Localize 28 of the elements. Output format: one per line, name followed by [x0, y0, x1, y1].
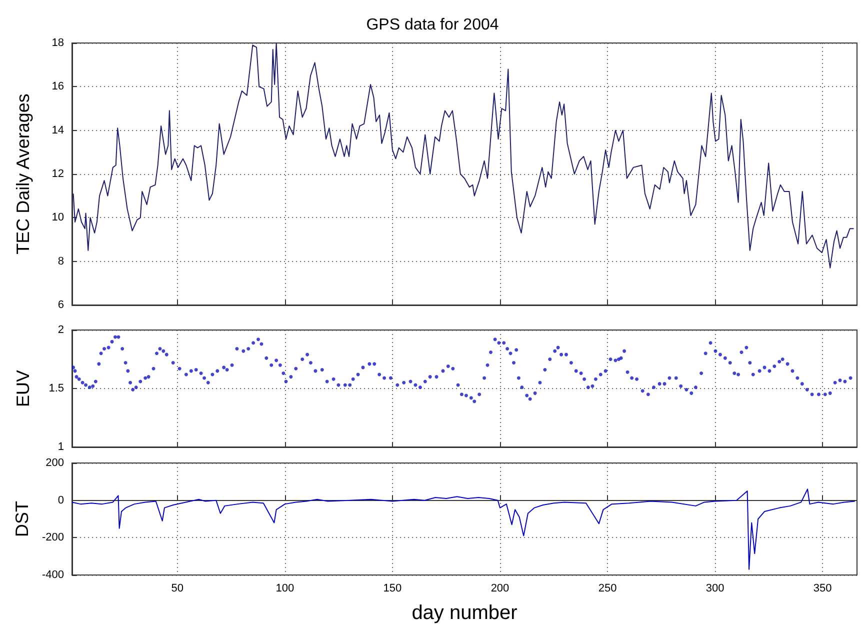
y-tick-label: 12: [52, 168, 64, 180]
y-tick-label: 1.5: [48, 382, 64, 394]
x-tick-label: 150: [383, 582, 402, 594]
line-series: [72, 42, 854, 268]
x-tick-label: 50: [171, 582, 184, 594]
x-tick-label: 200: [490, 582, 510, 594]
line-series: [72, 488, 856, 570]
y-tick-label: 8: [58, 255, 64, 268]
x-tick-label: 100: [276, 582, 294, 594]
x-axis-title: day number: [412, 602, 518, 624]
y-tick-label: 14: [52, 124, 64, 136]
x-tick-label: 350: [813, 582, 832, 594]
y-tick-label: 1: [58, 441, 64, 453]
y-tick-label: -200: [42, 532, 64, 544]
y-tick-label: 2: [58, 324, 64, 336]
y-tick-label: -400: [42, 569, 64, 581]
y-tick-label: 16: [52, 80, 64, 93]
y-tick-label: 6: [58, 299, 64, 311]
y-axis-title: EUV: [13, 370, 33, 408]
chart-title: GPS data for 2004: [366, 16, 499, 34]
y-tick-label: 200: [46, 457, 64, 469]
y-axis-title: DST: [12, 500, 32, 537]
y-tick-label: 10: [52, 212, 64, 224]
y-tick-label: 0: [58, 494, 64, 506]
y-tick-label: 18: [52, 37, 64, 49]
x-tick-label: 250: [598, 582, 617, 594]
x-tick-label: 300: [706, 582, 724, 594]
y-axis-title: TEC Daily Averages: [13, 94, 33, 254]
